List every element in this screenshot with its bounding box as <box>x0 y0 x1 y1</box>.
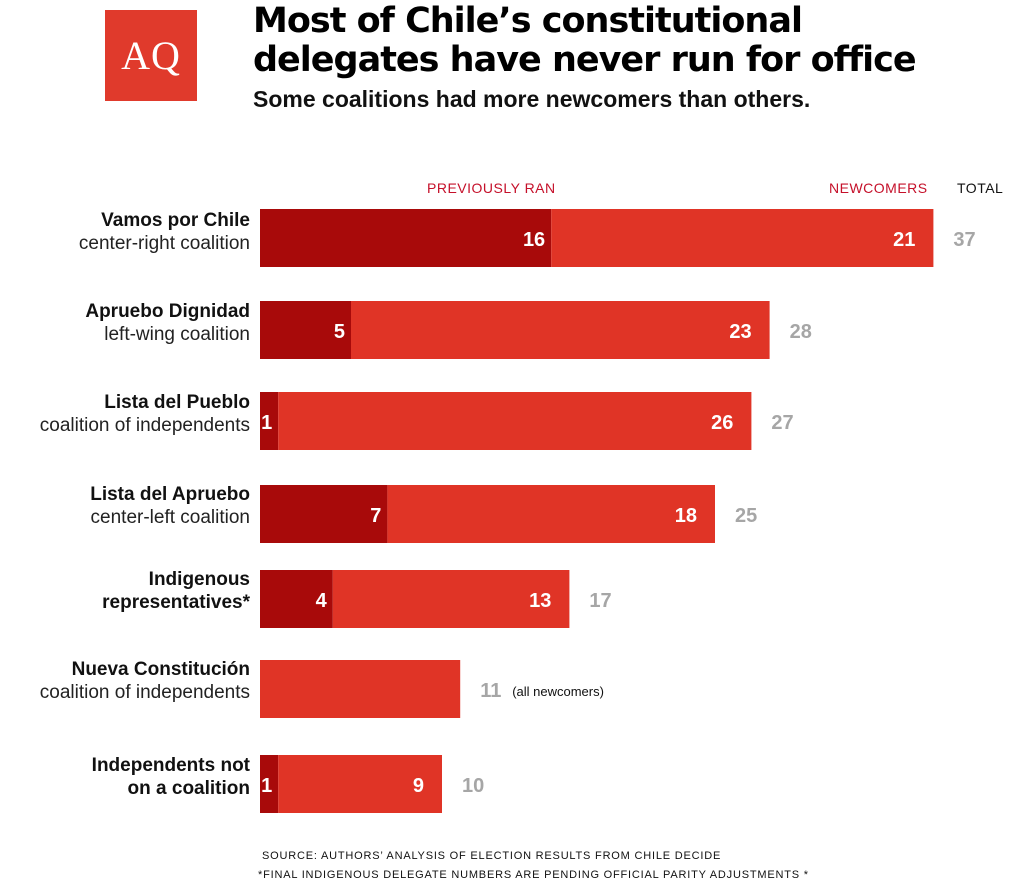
value-label-previously-ran: 7 <box>370 505 381 527</box>
row-name: Lista del Apruebo <box>90 484 250 505</box>
row-name: Indigenous <box>148 569 250 590</box>
row-description: center-right coalition <box>78 233 250 254</box>
bar-newcomers <box>351 301 770 359</box>
total-label: 28 <box>790 321 812 343</box>
bar-previously-ran <box>260 392 279 450</box>
value-label-newcomers: 13 <box>529 590 551 612</box>
value-label-previously-ran: 16 <box>523 229 545 251</box>
row-description: representatives* <box>102 592 250 613</box>
row-label-indigenous-representatives: Indigenous representatives* <box>102 568 250 614</box>
row-label-apruebo-dignidad: Apruebo Dignidad left-wing coalition <box>85 300 250 346</box>
row-label-independents-not-on-a-coalition: Independents not on a coalition <box>92 754 250 800</box>
bar-newcomers <box>278 392 752 450</box>
bar-newcomers <box>332 570 570 628</box>
value-label-previously-ran: 5 <box>334 321 345 343</box>
bar-newcomers <box>387 485 715 543</box>
column-header-total: TOTAL <box>957 180 1004 196</box>
total-note: (all newcomers) <box>512 684 604 699</box>
bar-newcomers <box>278 755 442 813</box>
value-label-newcomers: 9 <box>413 775 424 797</box>
bar-previously-ran <box>260 301 351 359</box>
value-label-previously-ran: 1 <box>261 775 272 797</box>
row-name: Nueva Constitución <box>71 659 250 680</box>
bar-previously-ran <box>260 209 552 267</box>
row-name: Independents not <box>91 755 250 776</box>
row-description: left-wing coalition <box>104 324 250 345</box>
total-label: 25 <box>735 505 757 527</box>
row-label-nueva-constitucion: Nueva Constitución coalition of independ… <box>40 658 250 704</box>
total-label: 10 <box>462 775 484 797</box>
value-label-newcomers: 23 <box>729 321 751 343</box>
footnote: *FINAL INDIGENOUS DELEGATE NUMBERS ARE P… <box>258 869 809 881</box>
source-note: SOURCE: AUTHORS’ ANALYSIS OF ELECTION RE… <box>262 850 722 862</box>
row-label-lista-del-apruebo: Lista del Apruebo center-left coalition <box>90 483 250 529</box>
row-description: coalition of independents <box>39 682 250 703</box>
aq-logo: AQ <box>105 10 197 101</box>
row-name: Apruebo Dignidad <box>85 301 250 322</box>
value-label-newcomers: 18 <box>675 505 697 527</box>
bar-previously-ran <box>260 570 333 628</box>
bar-newcomers <box>260 660 461 718</box>
row-name: Vamos por Chile <box>101 210 250 231</box>
bar-previously-ran <box>260 755 279 813</box>
total-label: 11 <box>480 680 501 702</box>
value-label-newcomers: 21 <box>893 229 915 251</box>
total-label: 37 <box>953 229 975 251</box>
total-label: 17 <box>589 590 611 612</box>
value-label-previously-ran: 4 <box>316 590 328 612</box>
bar-previously-ran <box>260 485 388 543</box>
logo-text: AQ <box>121 33 181 78</box>
row-description: on a coalition <box>127 778 250 799</box>
column-header-previously-ran: PREVIOUSLY RAN <box>427 180 556 196</box>
chart-title: Most of Chile’s constitutional delegates… <box>253 1 917 80</box>
bar-newcomers <box>551 209 934 267</box>
row-description: coalition of independents <box>39 415 250 436</box>
row-label-lista-del-pueblo: Lista del Pueblo coalition of independen… <box>40 391 250 437</box>
row-description: center-left coalition <box>90 507 250 528</box>
row-name: Lista del Pueblo <box>104 392 250 413</box>
chart-subtitle: Some coalitions had more newcomers than … <box>253 86 811 112</box>
total-label: 27 <box>771 412 793 434</box>
column-header-newcomers: NEWCOMERS <box>829 180 928 196</box>
value-label-previously-ran: 1 <box>261 412 272 434</box>
row-label-vamos-por-chile: Vamos por Chile center-right coalition <box>79 209 250 255</box>
value-label-newcomers: 26 <box>711 412 733 434</box>
